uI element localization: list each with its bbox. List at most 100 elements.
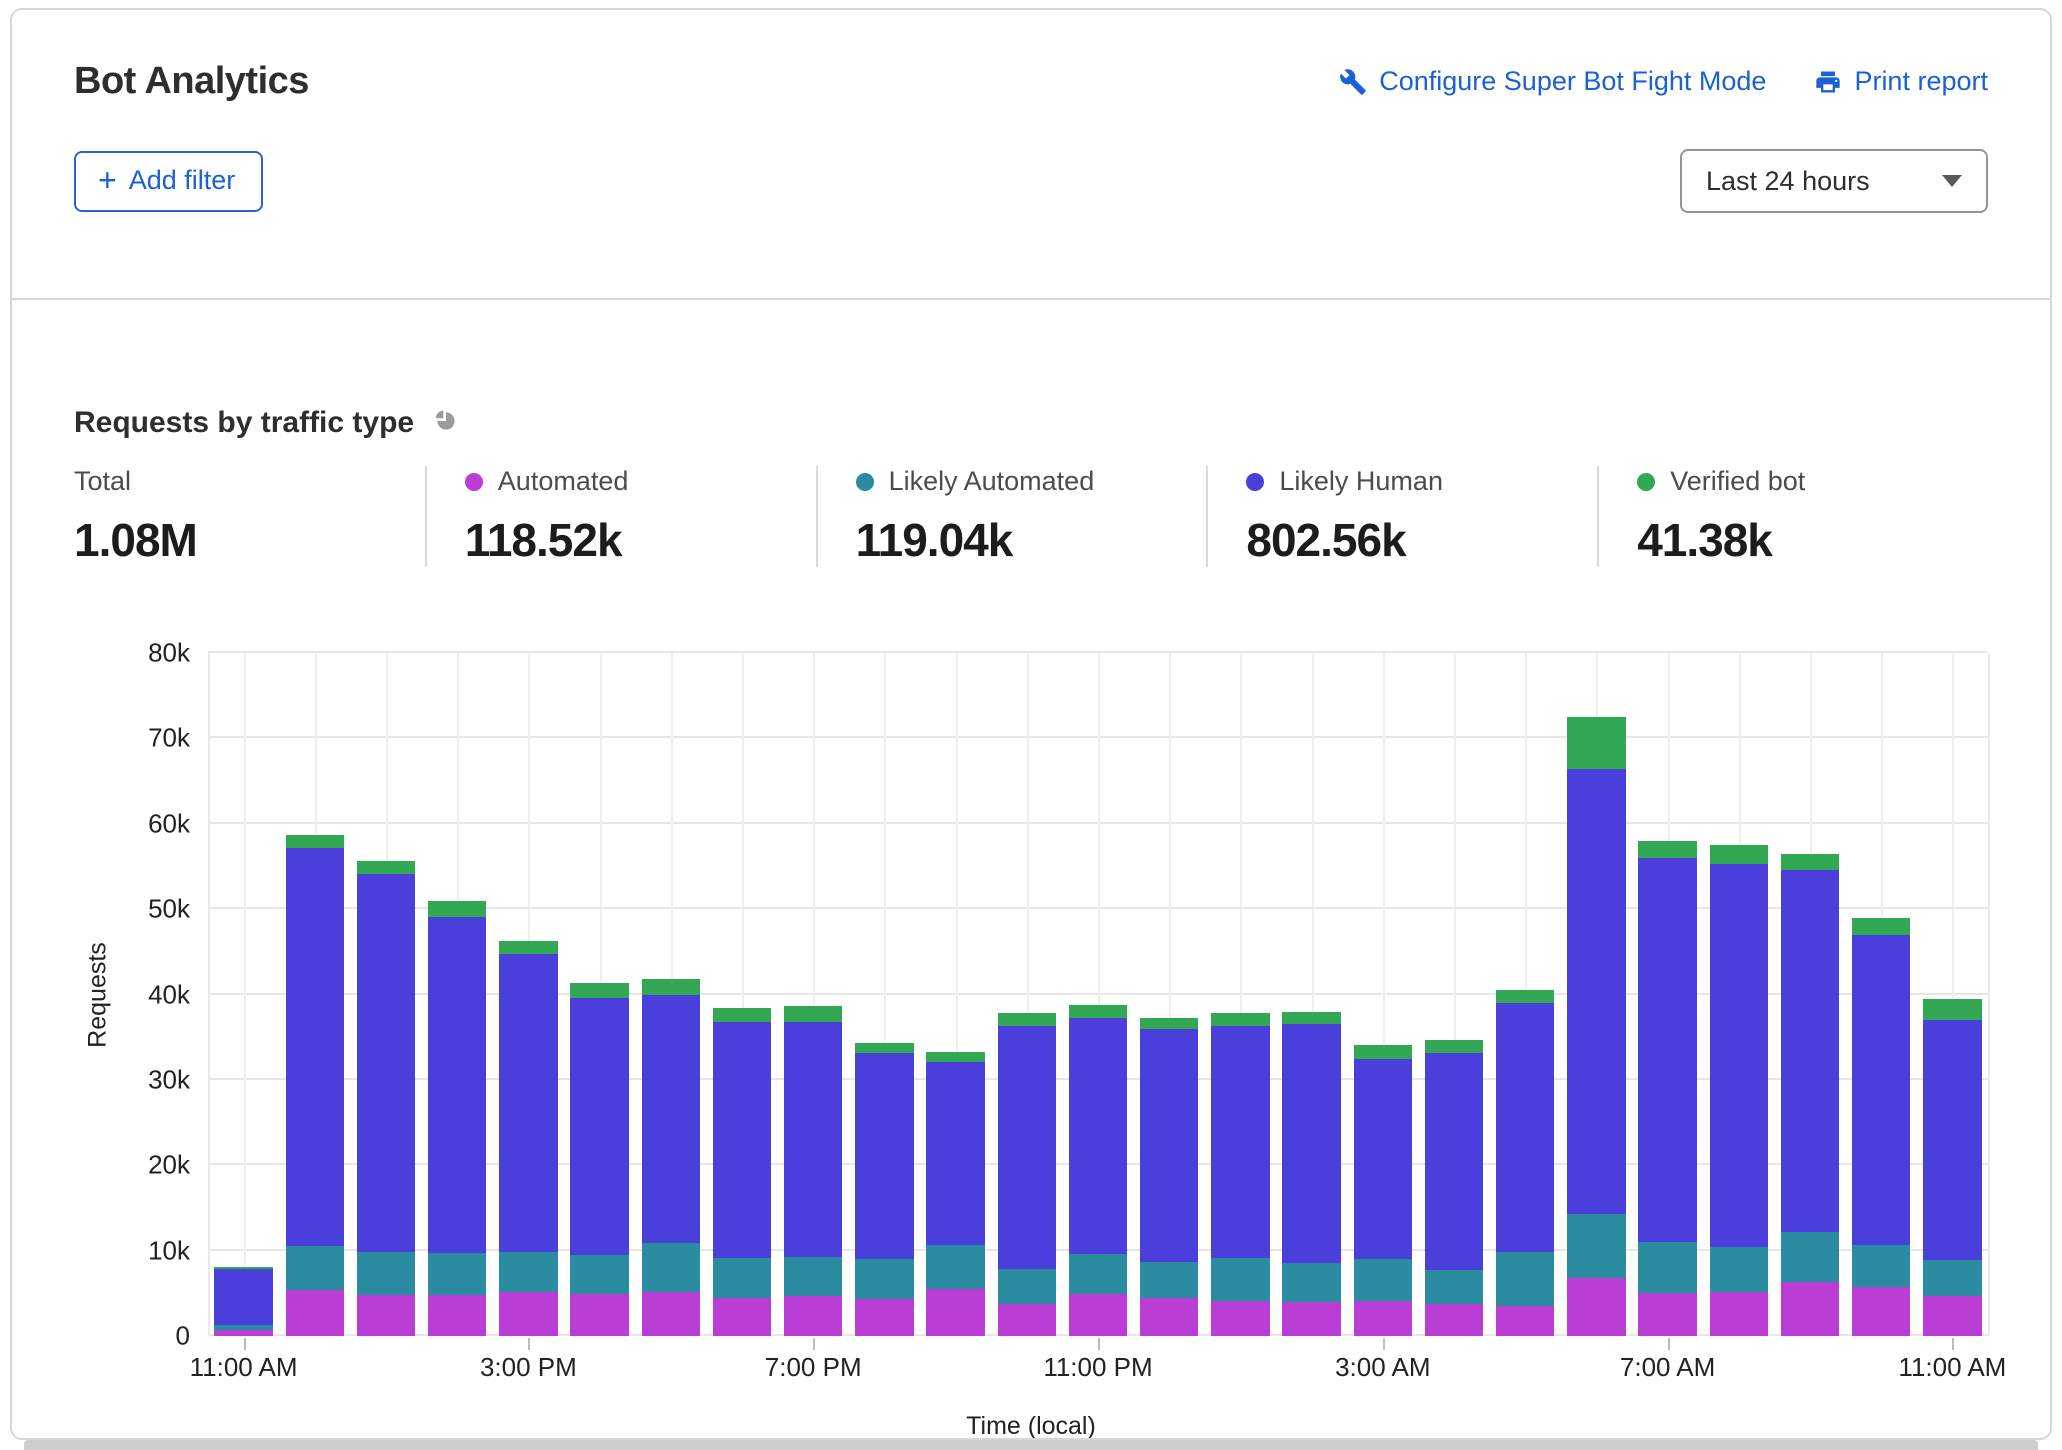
stat-total-label: Total xyxy=(74,466,131,497)
bar-3-00-pm[interactable] xyxy=(493,653,564,1336)
segment-likely-human xyxy=(1496,1003,1554,1252)
segment-likely-human xyxy=(1923,1020,1981,1260)
segment-verified-bot xyxy=(998,1013,1056,1026)
segment-automated xyxy=(1567,1278,1625,1336)
segment-likely-human xyxy=(1069,1018,1127,1254)
segment-likely-human xyxy=(926,1062,984,1245)
x-tick-label: 7:00 PM xyxy=(765,1352,862,1383)
stacked-bar xyxy=(1496,990,1554,1336)
bar-12-00-am[interactable] xyxy=(1134,653,1205,1336)
wrench-icon xyxy=(1339,68,1367,96)
segment-likely-automated xyxy=(998,1269,1056,1305)
stacked-bar xyxy=(1282,1012,1340,1336)
segment-likely-automated xyxy=(1496,1252,1554,1306)
printer-icon xyxy=(1814,68,1842,96)
add-filter-button[interactable]: + Add filter xyxy=(74,151,263,212)
segment-verified-bot xyxy=(1781,854,1839,870)
bar-6-00-am[interactable] xyxy=(1561,653,1632,1336)
segment-automated xyxy=(1211,1301,1269,1336)
segment-verified-bot xyxy=(1140,1018,1198,1028)
stat-likely-automated-value: 119.04k xyxy=(856,513,1207,567)
segment-automated xyxy=(357,1295,415,1336)
bar-11-00-am[interactable] xyxy=(1917,653,1988,1336)
verified-bot-legend-dot xyxy=(1637,473,1655,491)
bar-2-00-pm[interactable] xyxy=(422,653,493,1336)
time-range-select[interactable]: Last 24 hours xyxy=(1680,149,1988,213)
segment-automated xyxy=(1923,1296,1981,1336)
stacked-bar xyxy=(1567,717,1625,1336)
x-axis-title: Time (local) xyxy=(74,1412,1988,1440)
stacked-bar xyxy=(1354,1045,1412,1336)
segment-likely-automated xyxy=(1425,1270,1483,1303)
configure-super-bot-fight-mode-link[interactable]: Configure Super Bot Fight Mode xyxy=(1339,66,1766,97)
stacked-bar xyxy=(570,983,628,1336)
x-tick-mark xyxy=(1668,1338,1670,1350)
stat-likely-human-label: Likely Human xyxy=(1279,466,1443,497)
print-report-link[interactable]: Print report xyxy=(1814,66,1988,97)
stat-verified-bot[interactable]: Verified bot 41.38k xyxy=(1597,466,1988,567)
y-tick-label: 70k xyxy=(148,723,190,754)
segment-verified-bot xyxy=(1282,1012,1340,1024)
stat-likely-human[interactable]: Likely Human 802.56k xyxy=(1206,466,1597,567)
segment-likely-human xyxy=(1781,870,1839,1232)
bar-5-00-am[interactable] xyxy=(1490,653,1561,1336)
segment-automated xyxy=(1638,1293,1696,1336)
segment-verified-bot xyxy=(1852,918,1910,935)
bar-5-00-pm[interactable] xyxy=(635,653,706,1336)
segment-likely-human xyxy=(499,954,557,1252)
bot-analytics-card: Bot Analytics Configure Super Bot Fight … xyxy=(10,8,2052,1440)
next-card-top-edge xyxy=(24,1440,2038,1450)
segment-likely-human xyxy=(784,1022,842,1257)
x-tick-label: 11:00 AM xyxy=(190,1352,298,1383)
bar-8-00-pm[interactable] xyxy=(849,653,920,1336)
bar-11-00-pm[interactable] xyxy=(1062,653,1133,1336)
y-tick-label: 80k xyxy=(148,638,190,669)
segment-automated xyxy=(1425,1304,1483,1336)
segment-likely-automated xyxy=(1923,1260,1981,1296)
bar-8-00-am[interactable] xyxy=(1703,653,1774,1336)
bar-7-00-pm[interactable] xyxy=(778,653,849,1336)
bar-7-00-am[interactable] xyxy=(1632,653,1703,1336)
bar-10-00-pm[interactable] xyxy=(991,653,1062,1336)
bar-4-00-am[interactable] xyxy=(1418,653,1489,1336)
bar-1-00-pm[interactable] xyxy=(350,653,421,1336)
bar-1-00-am[interactable] xyxy=(1205,653,1276,1336)
bar-6-00-pm[interactable] xyxy=(706,653,777,1336)
x-tick-mark xyxy=(1383,1338,1385,1350)
segment-automated xyxy=(1710,1292,1768,1336)
stat-total-value: 1.08M xyxy=(74,513,425,567)
bar-4-00-pm[interactable] xyxy=(564,653,635,1336)
y-axis-title: Requests xyxy=(84,942,113,1048)
stacked-bar xyxy=(998,1013,1056,1336)
segment-likely-human xyxy=(1638,858,1696,1242)
stacked-bar xyxy=(214,1267,272,1336)
bar-10-00-am[interactable] xyxy=(1846,653,1917,1336)
stat-automated[interactable]: Automated 118.52k xyxy=(425,466,816,567)
segment-likely-human xyxy=(1211,1026,1269,1258)
segment-verified-bot xyxy=(926,1052,984,1062)
segment-verified-bot xyxy=(1638,841,1696,858)
stat-total[interactable]: Total 1.08M xyxy=(74,466,425,567)
stat-automated-label: Automated xyxy=(498,466,629,497)
stacked-bar xyxy=(1638,841,1696,1336)
bar-9-00-pm[interactable] xyxy=(920,653,991,1336)
bar-2-00-am[interactable] xyxy=(1276,653,1347,1336)
stacked-bar xyxy=(286,835,344,1336)
segment-verified-bot xyxy=(642,979,700,994)
segment-verified-bot xyxy=(570,983,628,998)
segment-likely-human xyxy=(1140,1029,1198,1262)
x-tick-mark xyxy=(1098,1338,1100,1350)
segment-likely-human xyxy=(1852,935,1910,1245)
segment-likely-human xyxy=(357,874,415,1252)
segment-likely-automated xyxy=(1710,1247,1768,1292)
plot-edge-line xyxy=(1988,653,1990,1336)
bar-12-00-pm[interactable] xyxy=(279,653,350,1336)
stat-likely-automated[interactable]: Likely Automated 119.04k xyxy=(816,466,1207,567)
bar-3-00-am[interactable] xyxy=(1347,653,1418,1336)
segment-verified-bot xyxy=(1496,990,1554,1003)
bar-9-00-am[interactable] xyxy=(1774,653,1845,1336)
segment-likely-human xyxy=(570,998,628,1255)
bar-11-00-am[interactable] xyxy=(208,653,279,1336)
segment-likely-automated xyxy=(499,1252,557,1291)
segment-verified-bot xyxy=(499,941,557,955)
